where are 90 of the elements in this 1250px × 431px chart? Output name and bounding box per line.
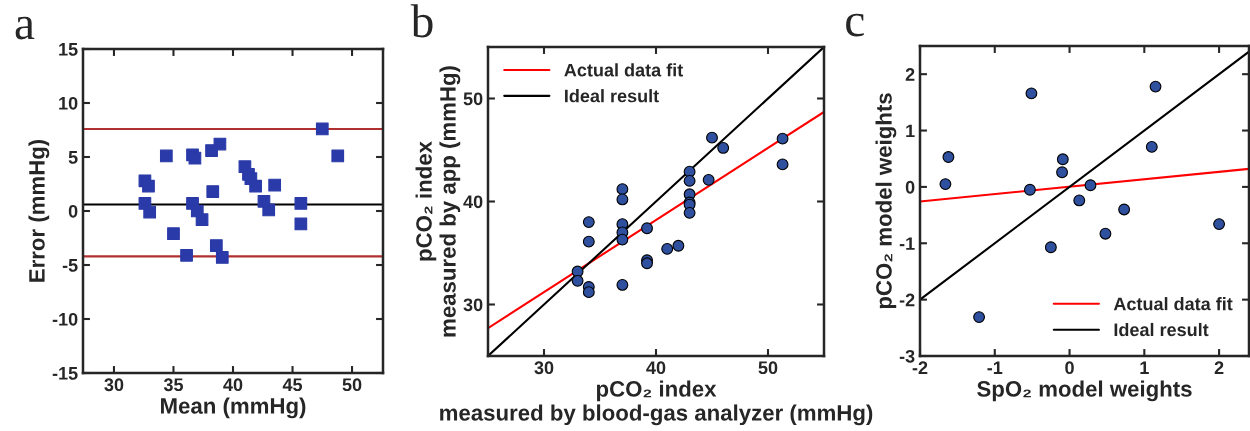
x-tick-label: 1 [1140, 361, 1149, 374]
x-tick-label: 40 [646, 361, 666, 375]
point [1084, 179, 1097, 192]
legend-label: Actual data fit [1113, 297, 1233, 311]
y-tick-label: -5 [62, 259, 78, 272]
y-tick-label: 1 [906, 124, 915, 138]
point [582, 216, 595, 229]
point [315, 122, 329, 136]
point [942, 151, 955, 163]
point [616, 193, 629, 206]
point [571, 274, 584, 287]
point [1073, 194, 1086, 207]
point [294, 197, 308, 210]
point [294, 217, 308, 231]
x-tick-label: 50 [342, 378, 362, 392]
point [776, 132, 789, 145]
y-tick-label: 50 [463, 92, 483, 106]
x-tick-label: 45 [282, 378, 303, 392]
legend-label: Actual data fit [564, 63, 683, 77]
point [249, 179, 262, 193]
point [159, 149, 173, 163]
y-tick-label: 30 [463, 298, 483, 312]
point [616, 233, 629, 246]
point [331, 149, 345, 163]
y-tick-label: -3 [899, 349, 915, 363]
chart-title: c [846, 13, 864, 37]
point [973, 311, 986, 324]
point [683, 174, 696, 187]
legend-label: Ideal result [565, 89, 659, 103]
x-tick-label: 30 [104, 378, 124, 392]
point [215, 251, 229, 264]
point [1145, 140, 1158, 153]
point [661, 242, 674, 255]
x-tick-label: 35 [163, 378, 184, 392]
x-tick-label: 30 [534, 361, 554, 375]
y-tick-label: 15 [59, 43, 78, 56]
legend-label: Ideal result [1114, 322, 1209, 337]
point [180, 248, 193, 262]
point [641, 222, 653, 235]
x-tick-label: 2 [1214, 361, 1224, 374]
point [672, 239, 685, 252]
point [582, 235, 595, 248]
y-tick-label: -1 [899, 237, 915, 250]
point [616, 183, 629, 196]
y-tick-label: 10 [59, 96, 78, 110]
point [262, 203, 276, 217]
point [702, 173, 715, 186]
x-tick-label: 0 [1065, 361, 1074, 375]
point [1025, 87, 1038, 100]
point [1213, 218, 1226, 231]
y-tick-label: -2 [899, 293, 915, 307]
y-axis-title: pCO₂ model weights [875, 93, 897, 309]
x-tick-label: -1 [987, 361, 1003, 374]
y-tick-label: 5 [68, 151, 78, 164]
point [1056, 166, 1069, 179]
point [706, 131, 718, 144]
point [167, 227, 180, 241]
x-axis-title: pCO₂ index measured by blood-gas analyzer (mmHg) [440, 380, 873, 426]
x-tick-label: 40 [223, 378, 243, 392]
y-axis-title: pCO₂ index measured by app (mmHg) [415, 66, 461, 337]
point [1056, 153, 1069, 166]
point [195, 213, 209, 227]
y-tick-label: 0 [68, 204, 78, 218]
point [582, 286, 595, 299]
point [143, 205, 157, 219]
x-axis-title: SpO₂ model weights [977, 380, 1192, 402]
y-tick-label: -15 [52, 367, 78, 380]
y-axis-title: Error (mmHg) [28, 139, 50, 282]
x-tick-label: 50 [758, 361, 778, 375]
y-tick-label: 0 [905, 180, 915, 194]
point [939, 178, 952, 191]
point [776, 158, 789, 171]
y-tick-label: -10 [52, 312, 78, 326]
point [1099, 227, 1112, 240]
point [1023, 183, 1036, 196]
y-tick-label: 2 [905, 68, 915, 81]
point [268, 178, 282, 192]
point [683, 206, 696, 219]
x-axis-title: Mean (mmHg) [161, 397, 306, 419]
point [209, 239, 223, 252]
chart-title: a [15, 16, 35, 40]
point [616, 278, 629, 291]
point [142, 179, 155, 193]
chart-title: b [410, 4, 433, 38]
point [1118, 203, 1131, 216]
point [206, 185, 220, 198]
point [717, 142, 730, 154]
point [1149, 80, 1162, 93]
y-tick-label: 40 [463, 195, 483, 209]
point [1044, 241, 1057, 254]
